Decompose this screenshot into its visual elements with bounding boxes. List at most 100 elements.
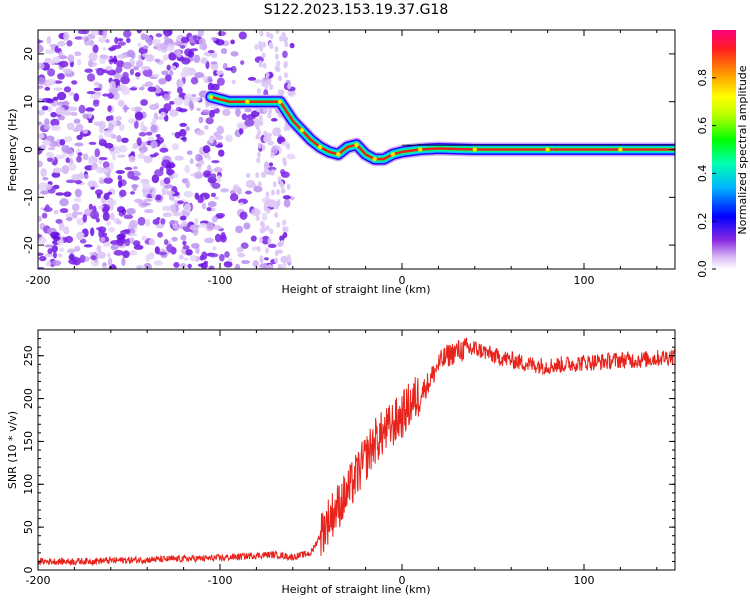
noise-speckle bbox=[142, 45, 149, 50]
noise-speckle bbox=[278, 264, 283, 269]
noise-speckle bbox=[210, 192, 216, 198]
noise-speckle bbox=[163, 36, 169, 40]
noise-speckle bbox=[117, 41, 126, 46]
noise-speckle bbox=[159, 147, 169, 153]
noise-speckle bbox=[171, 41, 181, 46]
noise-speckle bbox=[286, 153, 296, 160]
noise-speckle bbox=[187, 50, 195, 58]
noise-speckle bbox=[220, 48, 228, 55]
noise-speckle bbox=[153, 260, 163, 266]
noise-speckle bbox=[144, 81, 154, 87]
noise-speckle bbox=[93, 87, 101, 92]
noise-speckle bbox=[241, 113, 248, 121]
noise-speckle bbox=[282, 226, 287, 233]
noise-speckle bbox=[133, 66, 140, 71]
noise-speckle bbox=[117, 174, 123, 181]
noise-speckle bbox=[108, 122, 114, 132]
noise-speckle bbox=[274, 203, 279, 210]
noise-speckle bbox=[267, 243, 277, 249]
noise-speckle bbox=[265, 191, 270, 198]
noise-speckle bbox=[65, 179, 76, 184]
noise-speckle bbox=[254, 44, 259, 51]
noise-speckle bbox=[181, 221, 188, 227]
noise-speckle bbox=[107, 257, 113, 267]
noise-speckle bbox=[67, 248, 76, 254]
x-tick-label: 100 bbox=[574, 574, 595, 587]
noise-speckle bbox=[269, 84, 274, 91]
noise-speckle bbox=[192, 34, 198, 41]
noise-speckle bbox=[186, 150, 193, 156]
noise-speckle bbox=[140, 99, 148, 106]
y-tick-label: 20 bbox=[22, 47, 35, 61]
noise-speckle bbox=[141, 65, 151, 71]
noise-speckle bbox=[281, 171, 290, 178]
spectrogram-y-axis: -20 -10 0 10 20 bbox=[22, 47, 675, 254]
noise-speckle bbox=[264, 257, 269, 261]
noise-speckle bbox=[106, 173, 111, 179]
noise-speckle bbox=[230, 65, 237, 74]
spectrogram-plot-area bbox=[38, 30, 675, 269]
noise-speckle bbox=[68, 253, 75, 261]
noise-speckle bbox=[46, 157, 54, 162]
noise-speckle bbox=[176, 86, 183, 94]
snr-y-axis: 0 50 100 150 200 250 bbox=[22, 329, 675, 574]
noise-speckle bbox=[164, 74, 172, 82]
noise-speckle bbox=[91, 165, 98, 171]
ridge-peak bbox=[245, 99, 250, 104]
noise-speckle bbox=[63, 86, 72, 93]
noise-speckle bbox=[174, 155, 185, 161]
noise-speckle bbox=[140, 121, 145, 130]
noise-speckle bbox=[251, 246, 258, 251]
noise-speckle bbox=[126, 49, 135, 58]
noise-speckle bbox=[158, 78, 167, 85]
noise-speckle bbox=[244, 118, 255, 127]
noise-speckle bbox=[86, 73, 96, 82]
noise-speckle bbox=[210, 173, 217, 179]
noise-speckle bbox=[38, 160, 43, 168]
noise-speckle bbox=[262, 62, 267, 69]
noise-speckle bbox=[88, 59, 94, 68]
noise-speckle bbox=[133, 106, 143, 113]
noise-speckle bbox=[63, 32, 70, 41]
noise-speckle bbox=[113, 73, 123, 80]
noise-speckle bbox=[58, 60, 69, 68]
noise-speckle bbox=[45, 260, 52, 267]
noise-speckle bbox=[182, 245, 190, 250]
noise-speckle bbox=[154, 246, 160, 255]
noise-speckle bbox=[90, 227, 95, 237]
noise-speckle bbox=[57, 40, 66, 47]
noise-speckle bbox=[61, 165, 70, 174]
noise-speckle bbox=[268, 108, 273, 115]
noise-speckle bbox=[216, 77, 225, 86]
noise-speckle bbox=[216, 125, 224, 135]
noise-speckle bbox=[119, 189, 127, 198]
noise-speckle bbox=[52, 167, 62, 174]
noise-speckle bbox=[267, 79, 272, 86]
noise-speckle bbox=[136, 30, 142, 34]
noise-speckle bbox=[107, 92, 115, 99]
noise-speckle bbox=[102, 47, 107, 51]
ridge-peak bbox=[418, 147, 423, 152]
noise-speckle bbox=[234, 263, 241, 269]
noise-speckle bbox=[106, 198, 117, 206]
noise-speckle bbox=[270, 189, 275, 196]
noise-speckle bbox=[207, 201, 217, 208]
noise-speckle bbox=[142, 190, 148, 198]
noise-speckle bbox=[282, 195, 291, 200]
noise-speckle bbox=[77, 152, 83, 157]
noise-speckle bbox=[259, 45, 264, 52]
noise-speckle bbox=[190, 76, 199, 85]
noise-speckle bbox=[46, 35, 52, 45]
noise-speckle bbox=[224, 251, 230, 258]
noise-speckle bbox=[193, 54, 201, 64]
noise-speckle bbox=[82, 113, 90, 120]
noise-speckle bbox=[109, 161, 114, 171]
noise-speckle bbox=[238, 127, 244, 135]
ridge-peak bbox=[545, 147, 550, 152]
noise-speckle bbox=[274, 53, 279, 60]
noise-speckle bbox=[185, 68, 195, 76]
noise-speckle bbox=[223, 261, 233, 268]
colorbar-label: Normalized spectral amplitude bbox=[736, 65, 749, 234]
noise-speckle bbox=[265, 264, 274, 269]
